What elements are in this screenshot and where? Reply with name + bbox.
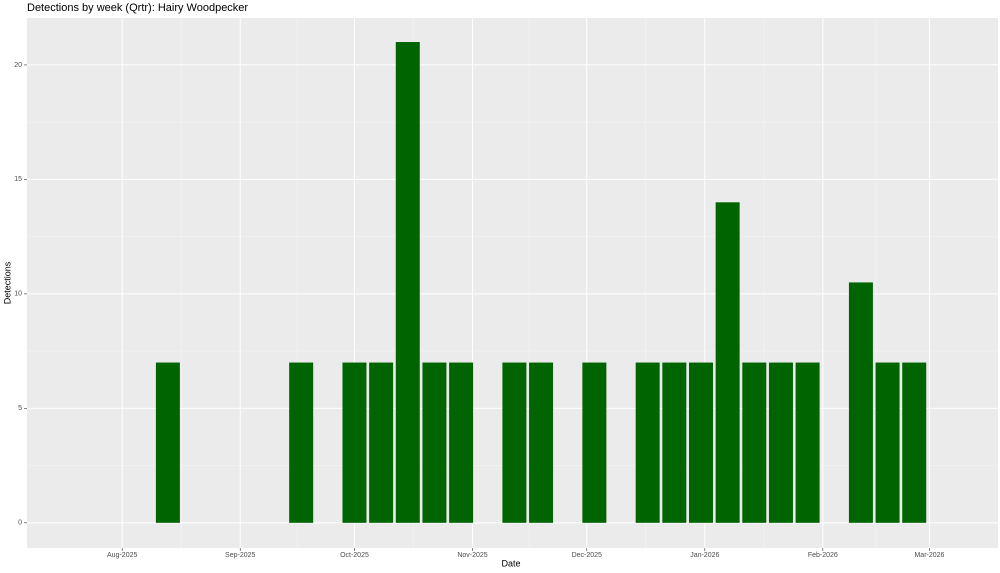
bar xyxy=(369,362,394,523)
x-tick-label: Aug-2025 xyxy=(107,552,137,559)
bar xyxy=(848,282,873,523)
y-tick-label: 0 xyxy=(18,520,22,527)
x-axis-label: Date xyxy=(501,558,520,568)
bar xyxy=(289,362,314,523)
bar xyxy=(529,362,554,523)
x-tick-label: Jan-2026 xyxy=(690,552,719,559)
bar xyxy=(688,362,713,523)
y-tick-label: 20 xyxy=(14,62,22,69)
bar xyxy=(422,362,447,523)
bar xyxy=(742,362,767,523)
y-tick-label: 5 xyxy=(18,405,22,412)
bar xyxy=(395,42,420,523)
bar xyxy=(502,362,527,523)
bar xyxy=(875,362,900,523)
y-axis-label: Detections xyxy=(2,261,12,304)
chart-title: Detections by week (Qrtr): Hairy Woodpec… xyxy=(27,2,248,14)
x-tick-label: Nov-2025 xyxy=(457,552,487,559)
y-tick-label: 15 xyxy=(14,176,22,183)
bar xyxy=(662,362,687,523)
x-tick-label: Sep-2025 xyxy=(225,552,255,559)
x-tick-label: Dec-2025 xyxy=(572,552,602,559)
bar xyxy=(155,362,180,523)
bar xyxy=(635,362,660,523)
bar xyxy=(768,362,793,523)
x-tick-label: Oct-2025 xyxy=(340,552,369,559)
bar xyxy=(342,362,367,523)
bar xyxy=(715,202,740,523)
bar xyxy=(582,362,607,523)
x-tick-label: Mar-2026 xyxy=(914,552,944,559)
bar xyxy=(902,362,927,523)
bar xyxy=(795,362,820,523)
bar xyxy=(449,362,474,523)
y-tick-label: 10 xyxy=(14,291,22,298)
x-tick-label: Feb-2026 xyxy=(808,552,838,559)
